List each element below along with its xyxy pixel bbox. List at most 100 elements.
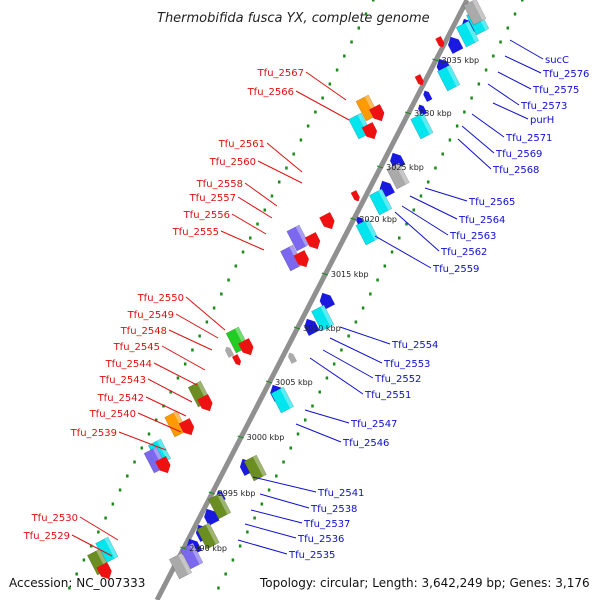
grid-dot xyxy=(299,138,303,142)
gene-label: Tfu_2546 xyxy=(342,438,389,449)
cds-arrow xyxy=(232,354,242,366)
leader-line xyxy=(244,523,297,539)
cds-arrow xyxy=(390,152,406,170)
grid-dot xyxy=(198,334,201,338)
grid-dot xyxy=(224,572,227,576)
leader-line xyxy=(322,349,374,379)
gene-label: Tfu_2562 xyxy=(440,247,487,258)
grid-dot xyxy=(441,152,444,156)
cds-arrow xyxy=(418,104,428,116)
tick-mark xyxy=(237,435,244,439)
gene-label: Tfu_2558 xyxy=(196,179,243,190)
leader-line xyxy=(175,313,219,339)
cds-arrow xyxy=(414,74,424,86)
grid-dot xyxy=(147,432,151,436)
leader-line xyxy=(394,211,440,252)
grid-dot xyxy=(289,446,293,450)
feature-block xyxy=(311,304,335,332)
gene-label: sucC xyxy=(545,55,569,66)
grid-dot xyxy=(296,432,300,436)
gene-label: Tfu_2557 xyxy=(189,193,236,204)
feature-block xyxy=(168,552,193,580)
tick-label: 3015 kbp xyxy=(331,270,369,279)
grid-dot xyxy=(277,180,281,184)
leader-line xyxy=(504,55,542,74)
cds-arrow xyxy=(319,212,335,230)
tick-mark xyxy=(208,491,215,495)
grid-dot xyxy=(303,418,307,422)
cds-arrow xyxy=(287,352,297,364)
grid-dot xyxy=(357,26,361,30)
leader-line xyxy=(220,230,265,251)
gene-label: Tfu_2538 xyxy=(310,504,357,515)
grid-dot xyxy=(361,306,365,310)
grid-dot xyxy=(282,460,285,464)
grid-dot xyxy=(82,558,86,562)
grid-dot xyxy=(369,292,372,296)
cds-arrow xyxy=(238,338,254,356)
grid-dot xyxy=(306,124,310,128)
grid-dot xyxy=(285,166,288,170)
grid-dot xyxy=(506,26,510,30)
tick-label: 3010 kbp xyxy=(303,324,341,333)
grid-dot xyxy=(354,320,358,324)
gene-label: Tfu_2535 xyxy=(288,550,335,561)
leader-line xyxy=(295,90,350,121)
grid-dot xyxy=(275,474,278,478)
grid-dot xyxy=(217,586,220,590)
feature-layer xyxy=(87,0,490,580)
gene-label: Tfu_2563 xyxy=(449,231,496,242)
gene-label: Tfu_2561 xyxy=(218,139,265,150)
leader-line xyxy=(492,102,529,120)
feature-block xyxy=(386,162,410,190)
leader-line xyxy=(305,71,347,101)
grid-dot xyxy=(372,0,375,2)
grid-dot xyxy=(263,208,266,212)
leader-line xyxy=(71,534,113,557)
feature-block xyxy=(437,64,461,92)
grid-dot xyxy=(140,446,144,450)
grid-dots xyxy=(68,0,524,590)
grid-dot xyxy=(249,236,252,240)
grid-dot xyxy=(231,558,235,562)
cds-arrow xyxy=(435,36,445,48)
grid-dot xyxy=(426,180,430,184)
gene-label: Tfu_2560 xyxy=(209,157,256,168)
grid-dot xyxy=(75,572,78,576)
leader-line xyxy=(401,205,449,236)
gene-label: Tfu_2571 xyxy=(505,133,552,144)
cds-arrow xyxy=(197,394,213,412)
grid-dot xyxy=(455,124,459,128)
grid-dot xyxy=(126,474,129,478)
grid-dot xyxy=(513,12,517,16)
cds-arrow xyxy=(178,418,195,436)
grid-dot xyxy=(238,544,242,548)
leader-line xyxy=(329,337,383,364)
cds-arrow xyxy=(204,508,220,526)
grid-dot xyxy=(104,516,107,520)
cds-arrow xyxy=(423,90,433,102)
leader-line xyxy=(487,83,520,106)
leader-line xyxy=(145,396,187,417)
map-title: Thermobifida fusca YX, complete genome xyxy=(157,11,430,26)
gene-label: Tfu_2539 xyxy=(70,428,117,439)
gene-label: Tfu_2553 xyxy=(383,359,430,370)
tick-label: 3020 kbp xyxy=(359,215,397,224)
gene-label: Tfu_2537 xyxy=(303,519,350,530)
leader-lines xyxy=(71,39,544,557)
grid-dot xyxy=(325,376,329,380)
grid-dot xyxy=(390,250,394,254)
grid-dot xyxy=(321,96,324,100)
grid-dot xyxy=(383,264,387,268)
grid-dot xyxy=(234,264,238,268)
grid-dot xyxy=(191,348,194,352)
grid-dot xyxy=(133,460,136,464)
leader-line xyxy=(185,296,226,331)
feature-block xyxy=(270,386,294,414)
tick-label: 3035 kbp xyxy=(441,56,479,65)
grid-dot xyxy=(227,278,230,282)
gene-label: Tfu_2569 xyxy=(495,149,542,160)
cds-arrow xyxy=(448,36,464,54)
cds-arrow xyxy=(155,456,171,474)
grid-dot xyxy=(246,530,249,534)
